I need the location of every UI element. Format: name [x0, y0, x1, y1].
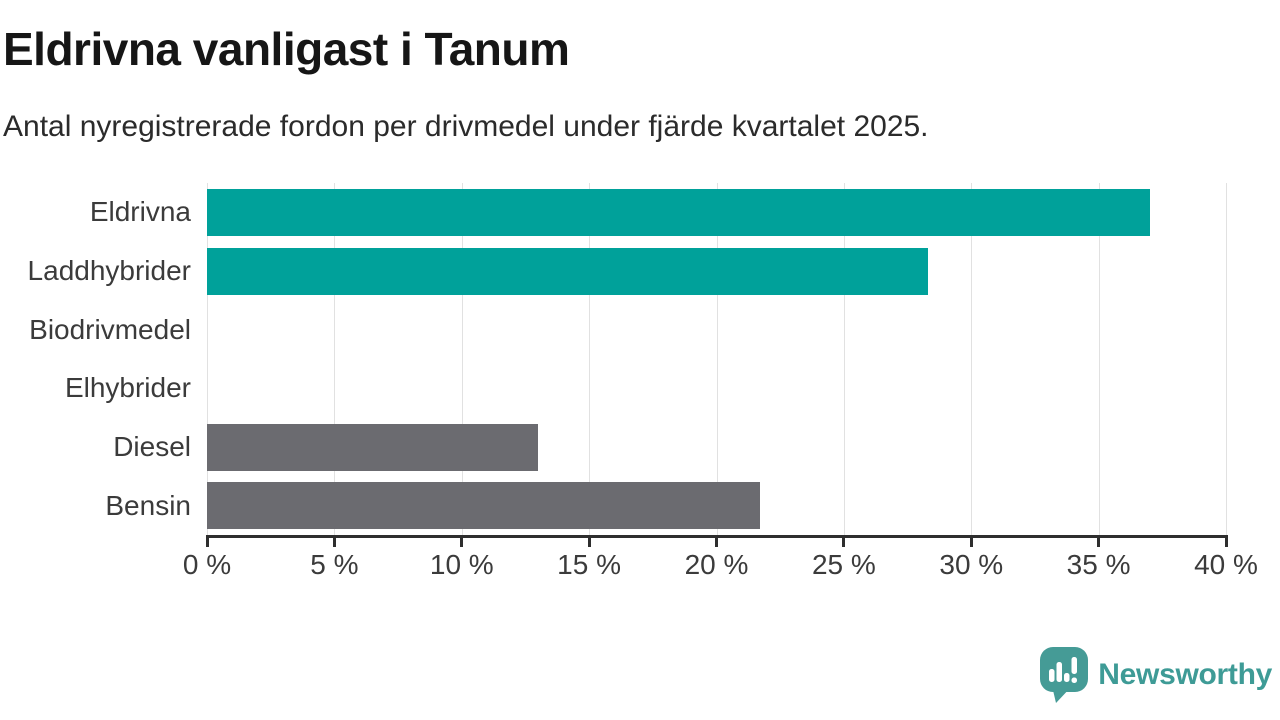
- axis-tick-label-0: 0 %: [182, 549, 232, 580]
- axis-tick-20: [715, 535, 718, 547]
- axis-tick-25: [842, 535, 846, 547]
- axis-tick-30: [969, 535, 973, 547]
- chart-subtitle: Antal nyregistrerade fordon per drivmede…: [3, 110, 929, 143]
- axis-tick-15: [587, 535, 591, 547]
- bar-diesel: [207, 423, 539, 471]
- newsworthy-bubble-chart-icon: [1039, 646, 1089, 704]
- axis-tick-35: [1097, 535, 1101, 547]
- axis-tick-label-25: 25 %: [811, 549, 876, 580]
- bar-chart-plot-area: [207, 183, 1227, 535]
- axis-tick-label-30: 30 %: [939, 549, 1004, 580]
- gridline-5: [334, 183, 336, 535]
- gridline-30: [971, 183, 973, 535]
- gridline-10: [461, 183, 463, 535]
- axis-tick-label-20: 20 %: [684, 549, 749, 580]
- gridline-20: [716, 183, 718, 535]
- axis-tick-5: [332, 535, 336, 547]
- bar-bensin: [207, 482, 760, 530]
- axis-tick-label-35: 35 %: [1066, 549, 1131, 580]
- category-label-elhybrider: Elhybrider: [64, 372, 191, 404]
- bar-laddhybrider: [207, 247, 928, 295]
- axis-tick-label-40: 40 %: [1194, 549, 1258, 580]
- axis-tick-label-5: 5 %: [310, 549, 359, 580]
- axis-tick-label-10: 10 %: [429, 549, 494, 580]
- newsworthy-logo: Newsworthy: [1039, 646, 1272, 704]
- category-label-biodrivmedel: Biodrivmedel: [29, 313, 191, 345]
- category-label-diesel: Diesel: [113, 431, 191, 462]
- gridline-15: [589, 183, 591, 535]
- axis-tick-0: [205, 535, 209, 547]
- axis-tick-40: [1224, 535, 1228, 547]
- newsworthy-logo-text: Newsworthy: [1098, 658, 1272, 691]
- category-label-bensin: Bensin: [105, 489, 191, 521]
- gridline-40: [1226, 183, 1227, 535]
- gridline-0: [207, 183, 208, 535]
- category-label-laddhybrider: Laddhybrider: [27, 255, 191, 286]
- category-label-eldrivna: Eldrivna: [89, 196, 191, 228]
- axis-tick-label-15: 15 %: [557, 549, 621, 580]
- gridline-35: [1098, 183, 1100, 535]
- axis-tick-10: [460, 535, 464, 547]
- bar-eldrivna: [207, 188, 1150, 236]
- gridline-25: [843, 183, 845, 535]
- page-title: Eldrivna vanligast i Tanum: [3, 23, 570, 75]
